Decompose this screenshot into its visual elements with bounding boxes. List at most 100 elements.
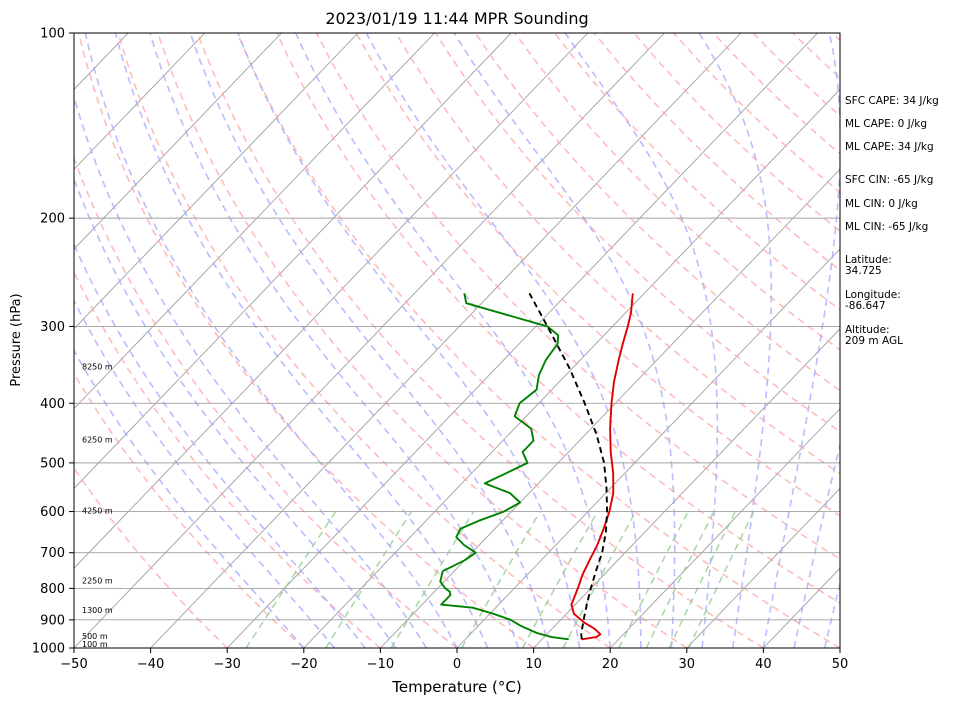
y-tick-label: 1000 — [32, 642, 65, 657]
dry-adiabat — [157, 33, 688, 648]
dry-adiabat — [74, 371, 305, 648]
info-line: ML CAPE: 34 J/kg — [845, 141, 934, 153]
info-line: ML CIN: -65 J/kg — [845, 221, 928, 233]
info-line: 209 m AGL — [845, 335, 903, 347]
mixing-ratio-line — [390, 511, 475, 648]
moist-adiabat — [74, 348, 305, 648]
info-line: ML CIN: 0 J/kg — [845, 198, 918, 210]
moist-adiabat — [365, 33, 642, 648]
info-line: 34.725 — [845, 265, 882, 277]
y-tick-label: 200 — [40, 212, 65, 227]
y-tick-label: 800 — [40, 582, 65, 597]
y-tick-label: 100 — [40, 27, 65, 42]
profile-series-2 — [439, 293, 569, 641]
info-line: SFC CAPE: 34 J/kg — [845, 95, 939, 107]
dry-adiabat — [434, 33, 840, 433]
y-tick-label: 600 — [40, 505, 65, 520]
x-tick-label: −10 — [367, 657, 394, 672]
dry-adiabat — [77, 33, 535, 648]
moist-adiabat — [149, 33, 520, 648]
mixing-ratio-line — [521, 511, 599, 648]
moist-adiabat — [74, 176, 397, 648]
chart-title: 2023/01/19 11:44 MPR Sounding — [325, 9, 588, 28]
background-lines — [74, 33, 840, 648]
height-label: 500 m — [82, 632, 108, 641]
dry-adiabat — [276, 33, 840, 605]
x-tick-label: 0 — [453, 657, 461, 672]
y-tick-label: 900 — [40, 613, 65, 628]
moist-adiabat — [762, 33, 840, 648]
moist-adiabat — [294, 33, 611, 648]
moist-adiabat — [74, 298, 336, 648]
dry-adiabat — [514, 33, 840, 351]
y-axis: 100 200 300 400 500 600 700 800 900 1000 — [32, 27, 74, 657]
x-tick-label: −20 — [290, 657, 317, 672]
isotherm-line — [303, 88, 840, 648]
height-label: 4250 m — [82, 507, 113, 516]
isotherm-line — [226, 33, 818, 648]
dry-adiabat — [74, 270, 381, 648]
x-tick-label: 10 — [525, 657, 542, 672]
moist-adiabat — [84, 33, 458, 648]
isotherm-line — [74, 33, 206, 170]
x-tick-label: 20 — [602, 657, 619, 672]
info-line: Latitude: — [845, 254, 892, 266]
sounding-info-panel: SFC CAPE: 34 J/kg ML CAPE: 0 J/kg ML CAPE:… — [845, 95, 939, 347]
isotherm-line — [74, 33, 282, 250]
x-tick-label: −50 — [60, 657, 87, 672]
isotherm-line — [533, 328, 840, 648]
x-tick-label: 30 — [679, 657, 696, 672]
info-line: -86.647 — [845, 300, 886, 312]
isotherm-line — [74, 33, 512, 490]
dry-adiabat — [474, 33, 840, 392]
y-tick-label: 400 — [40, 397, 65, 412]
dry-adiabat — [196, 33, 764, 648]
info-line: Longitude: — [845, 289, 901, 301]
x-axis-title: Temperature (°C) — [391, 678, 521, 696]
x-axis: −50 −40 −30 −20 −10 0 10 20 30 40 50 — [60, 648, 848, 672]
y-tick-label: 300 — [40, 320, 65, 335]
moist-adiabat — [698, 33, 773, 648]
info-line: ML CAPE: 0 J/kg — [845, 118, 927, 130]
isotherm-line — [380, 168, 840, 648]
mixing-ratio-line — [562, 511, 637, 648]
y-tick-label: 700 — [40, 546, 65, 561]
moist-adiabat — [114, 33, 489, 648]
x-tick-label: 50 — [832, 657, 849, 672]
dry-adiabat — [74, 155, 458, 648]
moist-adiabat — [189, 33, 550, 648]
dry-adiabat — [355, 33, 840, 517]
moist-adiabat — [564, 33, 719, 648]
dry-adiabat — [236, 33, 840, 648]
profile-lines — [439, 292, 634, 641]
height-label: 2250 m — [82, 577, 113, 586]
height-label: 100 m — [82, 640, 108, 649]
x-tick-label: −30 — [213, 657, 240, 672]
isotherm-line — [609, 407, 840, 648]
info-line: SFC CIN: -65 J/kg — [845, 174, 933, 186]
info-line: Altitude: — [845, 324, 890, 336]
isotherm-line — [74, 33, 589, 569]
isotherm-line — [74, 33, 359, 330]
dry-adiabat — [74, 466, 228, 648]
moist-adiabat — [453, 33, 676, 648]
y-tick-label: 500 — [40, 456, 65, 471]
isotherm-line — [74, 33, 435, 410]
moist-adiabat — [74, 242, 366, 648]
isotherm-line — [686, 487, 840, 648]
mixing-ratio-line — [461, 511, 541, 648]
isotherm-line — [456, 248, 840, 648]
dry-adiabat — [315, 33, 840, 560]
height-label: 8250 m — [82, 363, 113, 372]
y-axis-title: Pressure (hPa) — [9, 293, 24, 386]
height-label: 6250 m — [82, 436, 113, 445]
dry-adiabat — [117, 33, 611, 648]
profile-series-3 — [528, 292, 609, 640]
x-tick-label: −40 — [137, 657, 164, 672]
moist-adiabat — [74, 94, 428, 648]
x-tick-label: 40 — [755, 657, 772, 672]
